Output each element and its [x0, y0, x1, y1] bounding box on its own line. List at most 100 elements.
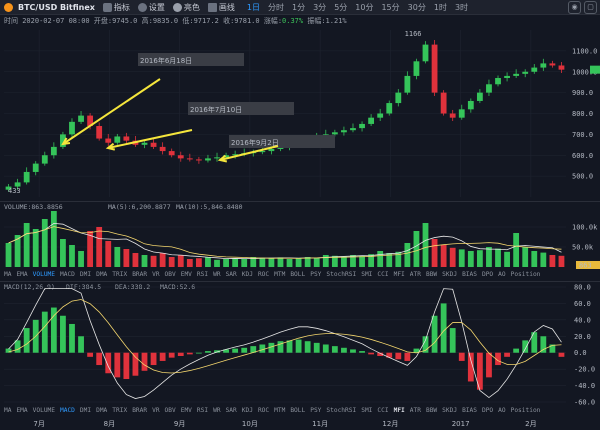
- indicator-tab-dma[interactable]: DMA: [96, 271, 108, 278]
- screenshot-icon[interactable]: ◉: [568, 0, 581, 14]
- indicator-tab-ao[interactable]: AO: [498, 407, 506, 414]
- symbol-selector[interactable]: BTC/USD Bitfinex: [0, 0, 99, 15]
- indicator-tab-brar[interactable]: BRAR: [132, 407, 148, 414]
- indicator-tab-bias[interactable]: BIAS: [462, 271, 477, 278]
- indicator-tab-rsi[interactable]: RSI: [196, 271, 209, 278]
- macd-panel[interactable]: MACD(12,26,9) DIF:384.5 DEA:338.2 MACD:52.6…: [0, 281, 600, 406]
- indicator-tab-wr[interactable]: WR: [213, 407, 221, 414]
- indicator-tab-brar[interactable]: BRAR: [132, 271, 148, 278]
- macd-histogram-bar: [23, 328, 30, 353]
- indicator-tab-macd[interactable]: MACD: [60, 407, 75, 414]
- volume-bar: [549, 255, 556, 267]
- indicator-tab-cci[interactable]: CCI: [377, 271, 389, 278]
- indicator-tab-boll[interactable]: BOLL: [290, 407, 306, 414]
- indicator-tab-smi[interactable]: SMI: [361, 407, 373, 414]
- candle-body: [476, 92, 483, 101]
- indicator-tab-trix[interactable]: TRIX: [112, 271, 128, 278]
- indicator-tab-obv[interactable]: OBV: [164, 407, 176, 414]
- indicator-tab-dma[interactable]: DMA: [96, 407, 108, 414]
- indicator-tab-vr[interactable]: VR: [152, 407, 160, 414]
- macd-histogram-bar: [259, 344, 266, 353]
- timeframe-2[interactable]: 1分: [292, 2, 306, 12]
- indicators-button[interactable]: 指标: [99, 0, 134, 15]
- indicator-tab-emv[interactable]: EMV: [180, 271, 192, 278]
- indicator-tab-cci[interactable]: CCI: [377, 407, 389, 414]
- indicator-tab-mfi[interactable]: MFI: [393, 271, 405, 278]
- macd-histogram-bar: [123, 352, 130, 379]
- timeframe-3[interactable]: 3分: [313, 2, 327, 12]
- indicator-tab-mtm[interactable]: MTM: [274, 271, 286, 278]
- indicator-tab-ao[interactable]: AO: [498, 271, 506, 278]
- indicator-tab-ema[interactable]: EMA: [16, 271, 28, 278]
- macd-histogram-bar: [96, 352, 103, 366]
- indicator-tab-mtm[interactable]: MTM: [274, 407, 286, 414]
- candle-body: [522, 71, 529, 74]
- indicator-tab-emv[interactable]: EMV: [180, 407, 192, 414]
- indicator-tab-position[interactable]: Position: [510, 407, 541, 414]
- indicator-tab-skdj[interactable]: SKDJ: [442, 407, 458, 414]
- volume-bar: [96, 227, 103, 267]
- indicator-tab-volume[interactable]: VOLUME: [32, 407, 55, 414]
- candle-body: [87, 115, 94, 127]
- indicator-tab-skdj[interactable]: SKDJ: [442, 271, 458, 278]
- candle-body: [232, 154, 239, 156]
- candle-body: [150, 142, 157, 147]
- candle-body: [504, 75, 510, 79]
- indicator-tab-ema[interactable]: EMA: [16, 407, 28, 414]
- indicator-tab-smi[interactable]: SMI: [361, 271, 373, 278]
- macd-histogram-bar: [150, 352, 157, 366]
- indicator-tab-sar[interactable]: SAR: [225, 407, 237, 414]
- indicator-tab-bbw[interactable]: BBW: [425, 271, 438, 278]
- drawing-button[interactable]: 画线: [204, 0, 239, 15]
- theme-button[interactable]: 亮色: [169, 0, 204, 15]
- indicator-tab-ma[interactable]: MA: [4, 407, 12, 414]
- fullscreen-icon[interactable]: ▢: [584, 0, 597, 14]
- indicator-tab-dpo[interactable]: DPO: [481, 271, 494, 278]
- indicator-tab-dmi[interactable]: DMI: [79, 407, 92, 414]
- candle-body: [395, 92, 402, 104]
- indicator-tab-roc[interactable]: ROC: [257, 407, 270, 414]
- indicator-tab-position[interactable]: Position: [510, 271, 541, 278]
- timeframe-8[interactable]: 1时: [433, 2, 447, 12]
- timeframe-1[interactable]: 分时: [268, 2, 284, 12]
- volume-bar: [132, 253, 139, 267]
- volume-ma10: MA(10):5,846.8480: [176, 203, 243, 211]
- macd-histogram-bar: [87, 352, 94, 357]
- indicator-tab-kdj[interactable]: KDJ: [241, 271, 253, 278]
- indicator-tab-boll[interactable]: BOLL: [290, 271, 306, 278]
- close-label: 收: [223, 17, 231, 25]
- indicator-tab-atr[interactable]: ATR: [409, 271, 421, 278]
- indicator-tab-volume[interactable]: VOLUME: [32, 271, 55, 278]
- price-chart[interactable]: 500.0 600.0 700.0 800.0 900.0 1000.0 1100.0 116…: [0, 26, 600, 201]
- timeframe-7[interactable]: 30分: [407, 2, 426, 12]
- settings-button[interactable]: 设置: [134, 0, 169, 15]
- indicator-tab-psy[interactable]: PSY: [310, 271, 322, 278]
- indicator-tab-stochrsi[interactable]: StochRSI: [326, 271, 357, 278]
- indicator-tab-stochrsi[interactable]: StochRSI: [326, 407, 357, 414]
- indicator-tab-rsi[interactable]: RSI: [196, 407, 209, 414]
- indicator-tab-roc[interactable]: ROC: [257, 271, 270, 278]
- indicator-tab-sar[interactable]: SAR: [225, 271, 237, 278]
- indicator-tab-bias[interactable]: BIAS: [462, 407, 477, 414]
- macd-histogram-bar: [549, 344, 556, 353]
- indicator-tab-kdj[interactable]: KDJ: [241, 407, 253, 414]
- indicator-tab-dpo[interactable]: DPO: [481, 407, 494, 414]
- indicator-tab-ma[interactable]: MA: [4, 271, 12, 278]
- volume-panel[interactable]: VOLUME:863.8856 MA(5):6,200.8877 MA(10):5,…: [0, 201, 600, 271]
- timeframe-0[interactable]: 1日: [246, 2, 260, 12]
- timeframe-9[interactable]: 3时: [454, 2, 469, 12]
- indicator-tab-vr[interactable]: VR: [152, 271, 160, 278]
- timeframe-5[interactable]: 10分: [355, 2, 374, 12]
- volume-bar: [377, 251, 384, 267]
- indicator-tab-dmi[interactable]: DMI: [79, 271, 92, 278]
- timeframe-6[interactable]: 15分: [381, 2, 400, 12]
- indicator-tab-macd[interactable]: MACD: [60, 271, 75, 278]
- indicator-tab-atr[interactable]: ATR: [409, 407, 421, 414]
- timeframe-4[interactable]: 5分: [334, 2, 348, 12]
- indicator-tab-wr[interactable]: WR: [213, 271, 221, 278]
- indicator-tab-trix[interactable]: TRIX: [112, 407, 128, 414]
- indicator-tab-psy[interactable]: PSY: [310, 407, 322, 414]
- indicator-tab-bbw[interactable]: BBW: [425, 407, 438, 414]
- indicator-tab-obv[interactable]: OBV: [164, 271, 176, 278]
- indicator-tab-mfi[interactable]: MFI: [393, 407, 405, 414]
